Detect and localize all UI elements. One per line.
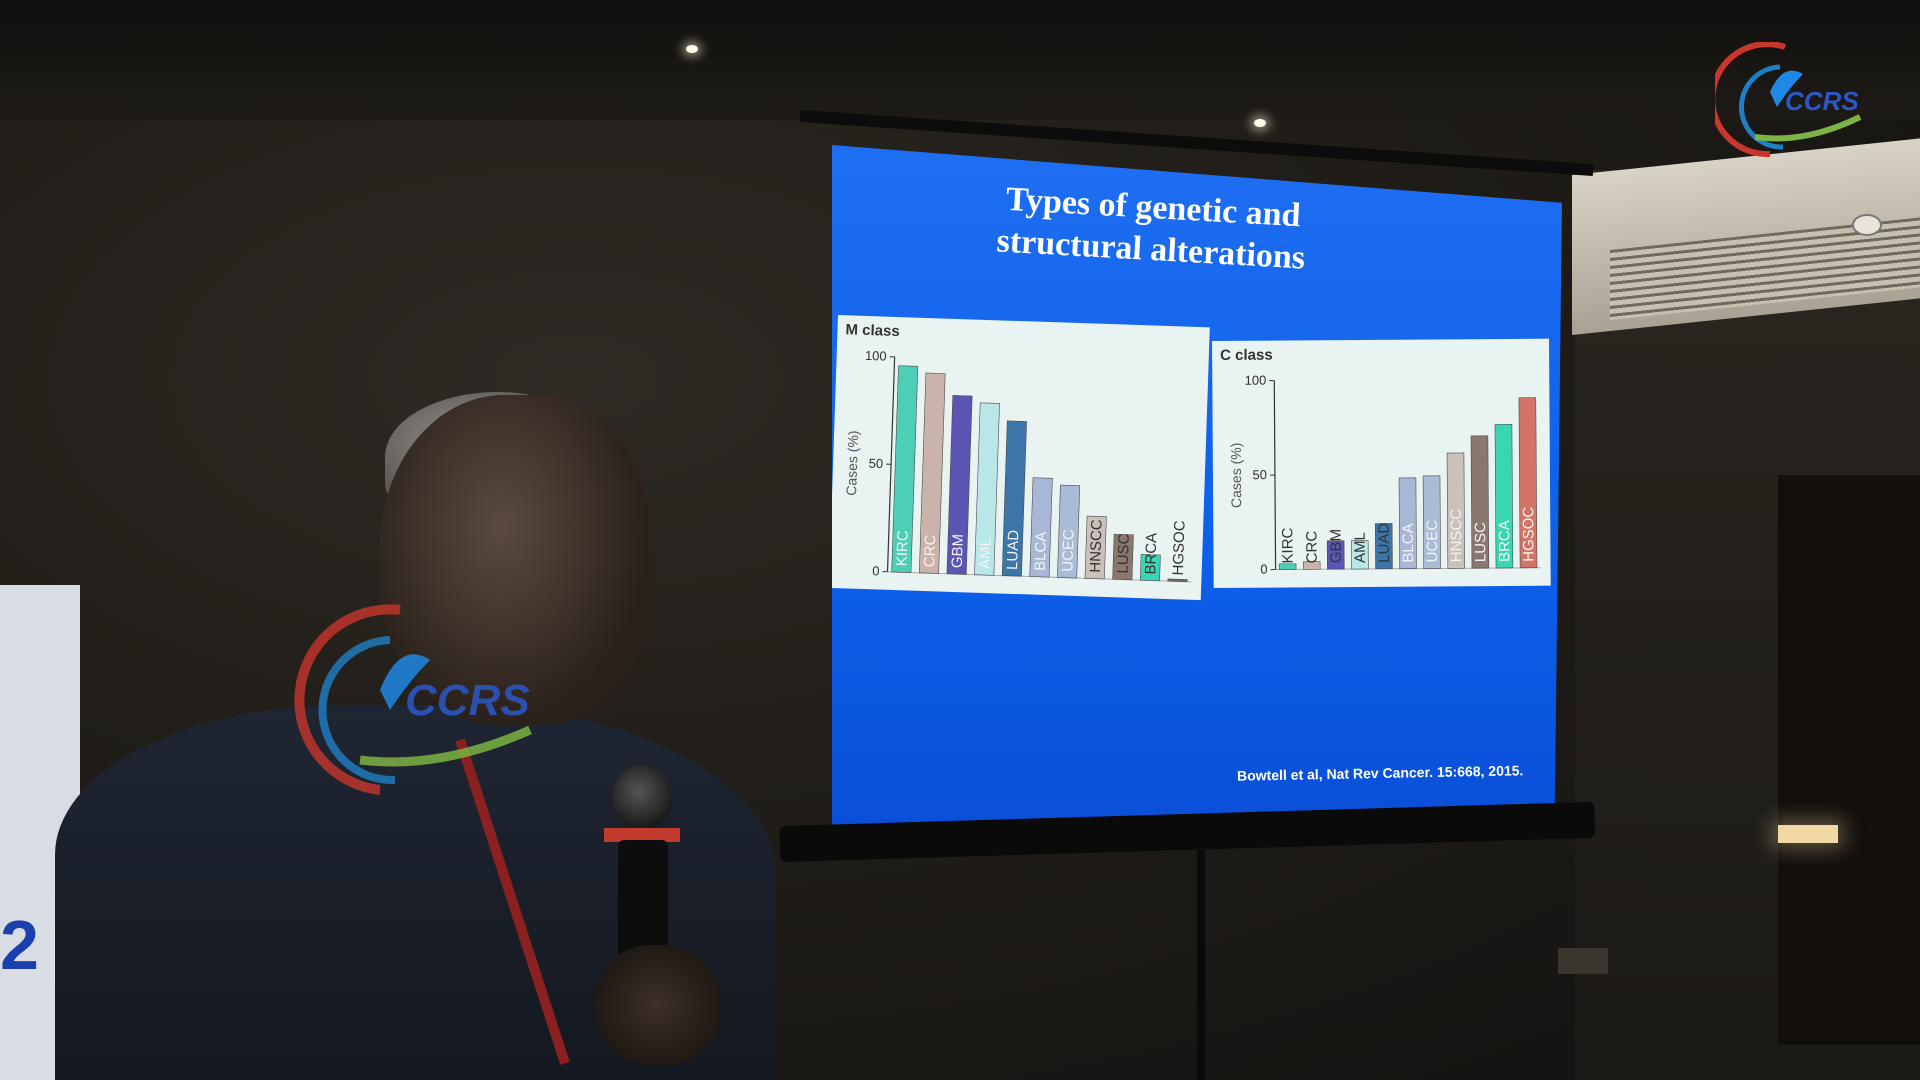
presenter-head [380,395,650,725]
watermark-text: CCRS [1785,86,1859,116]
bar-ucec [1057,484,1081,579]
doorway [1778,475,1920,1045]
wall-socket [1558,948,1608,974]
bar-label: BLCA [1032,531,1050,571]
microphone-head [612,765,672,831]
bar-label: AML [976,538,994,569]
projector-screen-slide: Types of genetic and structural alterati… [832,145,1562,825]
ccrs-logo-watermark: CCRS [294,604,532,795]
bar-kirc [1278,563,1297,570]
bar-luad [1001,420,1027,577]
bar-lusc [1470,435,1490,569]
bar-label: HNSCC [1448,509,1465,563]
bar-label: KIRC [894,530,912,567]
ceiling-light [686,45,698,53]
microphone-ring [604,828,680,842]
y-axis-label: Cases (%) [843,430,861,496]
bar-gbm [1326,540,1345,570]
y-tick-label: 50 [1252,467,1267,482]
bar-kirc [891,365,919,573]
bar-label: LUSC [1114,533,1132,574]
bar-label: CRC [1303,531,1320,564]
bar-label: LUAD [1004,529,1022,570]
bar-ucec [1422,475,1441,569]
y-tick-label: 0 [872,563,880,578]
y-axis-label: Cases (%) [1228,443,1244,508]
bar-aml [1350,540,1369,570]
y-tick-label: 0 [1260,562,1267,577]
bar-label: BRCA [1142,533,1160,575]
bar-label: GBM [1328,529,1345,563]
bar-label: GBM [949,534,967,569]
security-camera-icon [1852,214,1882,236]
y-tick-label: 50 [868,456,883,471]
bar-hnscc [1446,452,1466,569]
bar-chart-c-class: 0 50 100 Cases (%) KIRC CRC GBM AML LUAD BLCA UCEC… [1228,373,1541,577]
y-axis [1273,380,1277,570]
bar-label: UCEC [1424,520,1441,563]
bar-label: LUAD [1376,523,1393,563]
bar-brca [1494,423,1514,569]
bar-gbm [946,395,973,575]
bar-label: UCEC [1059,529,1077,572]
bar-chart-m-class: 0 50 100 Cases (%) KIRC CRC GBM AML LUAD BLCA UCEC… [843,348,1192,583]
ceiling-light [1254,119,1266,127]
bar-hgsoc [1518,397,1538,569]
watermark-text: CCRS [405,676,530,725]
chart-panel-c-class: C class 0 50 100 Cases (%) KIRC CRC GBM AML LUAD… [1212,338,1551,588]
bar-luad [1374,523,1393,570]
bar-aml [974,402,1000,576]
tripod-stand [1197,850,1205,1080]
bar-label: HGSOC [1170,520,1189,576]
bar-label: CRC [921,534,939,567]
slide-citation: Bowtell et al, Nat Rev Cancer. 15:668, 2… [1236,762,1524,784]
bar-hgsoc [1167,578,1188,583]
bar-brca [1139,554,1161,582]
bar-label: HNSCC [1087,519,1106,573]
chart-panel-m-class: M class 0 50 100 Cases (%) KIRC CRC GBM AML LUAD… [832,315,1210,601]
bar-label: BLCA [1400,523,1417,562]
ceiling [0,0,1920,120]
ccrs-logo-corner: CCRS [1715,42,1862,158]
presenter-hand [595,945,720,1065]
bar-blca [1029,477,1053,578]
bar-label: LUSC [1472,522,1489,562]
banner-fragment: 2 [0,906,39,984]
bar-label: AML [1352,532,1369,563]
bar-label: BRCA [1496,520,1513,562]
bar-label: HGSOC [1520,507,1537,562]
y-tick-label: 100 [1245,373,1267,388]
y-tick-label: 100 [865,348,887,364]
bar-blca [1398,477,1417,569]
slide-title: Types of genetic and structural alterati… [995,180,1307,277]
bar-hnscc [1084,515,1107,580]
bar-crc [1302,561,1321,570]
bar-lusc [1112,533,1134,581]
wall-lamp [1778,825,1838,843]
bar-label: KIRC [1279,527,1296,563]
bar-crc [918,372,946,574]
